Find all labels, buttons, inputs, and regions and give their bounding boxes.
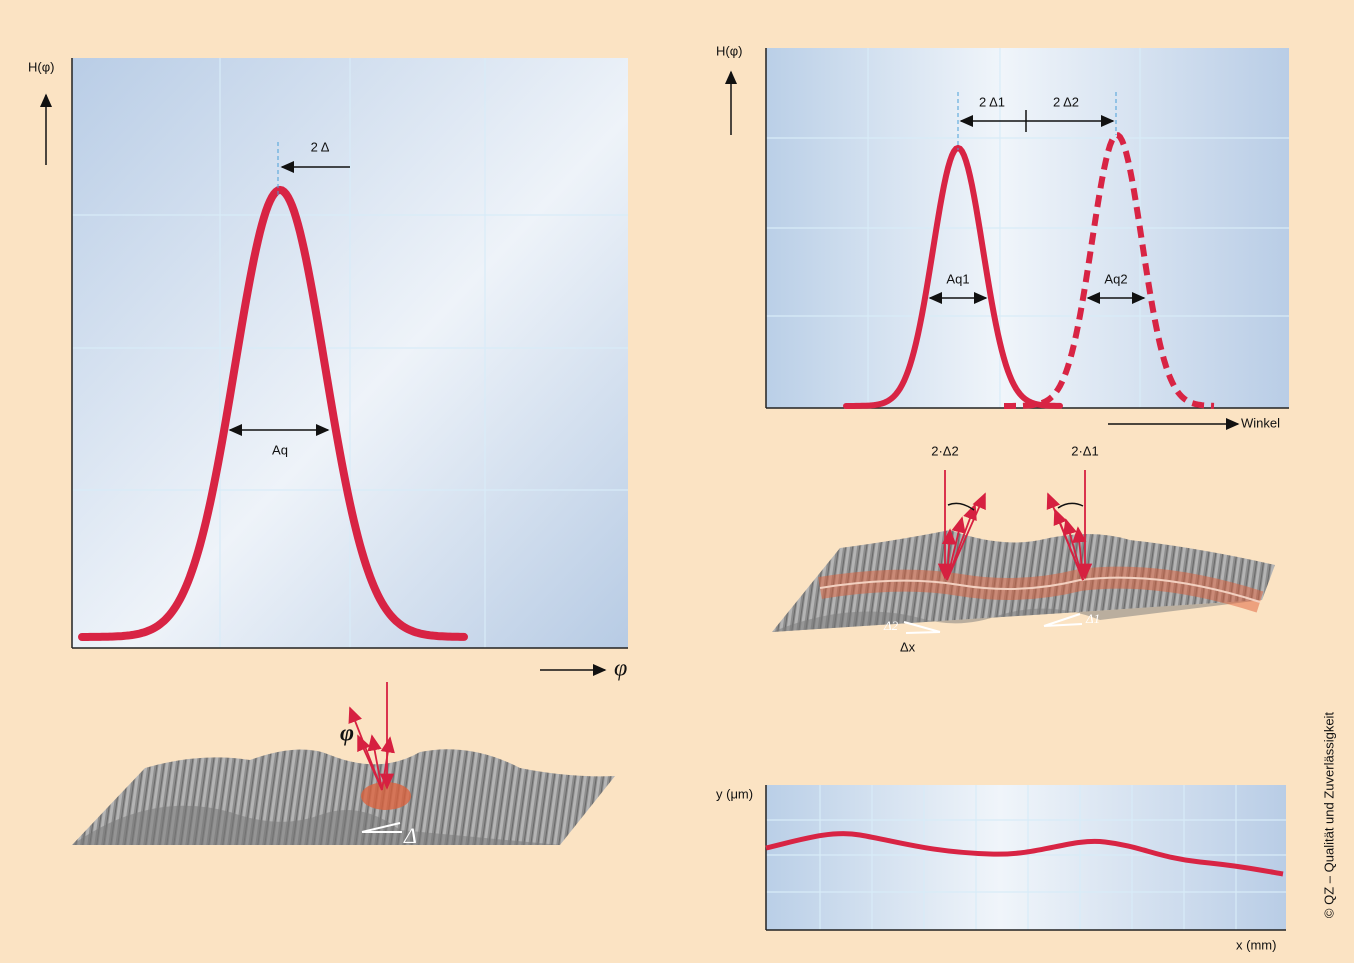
angle-arc (1057, 502, 1084, 509)
reflected-ray (380, 736, 395, 791)
profile-line (819, 576, 1261, 603)
tilt-label: Δ (403, 823, 417, 848)
reflected-ray (1062, 518, 1084, 581)
profile-chart: y (μm) x (mm) (716, 785, 1286, 952)
width-label: Aq (272, 442, 288, 457)
shift-label: 2 Δ1 (979, 94, 1005, 109)
angle-label: 2·Δ2 (931, 443, 958, 458)
width-label: Aq1 (946, 271, 969, 286)
grid (766, 785, 1286, 930)
reflected-ray (946, 503, 977, 581)
reflected-ray (1053, 508, 1084, 581)
left-chart: 2 Δ Aq H(φ) φ (28, 58, 628, 682)
x-axis-label: φ (614, 656, 627, 682)
tilt-label: Δ1 (1085, 611, 1100, 626)
shift-label: 2 Δ (311, 139, 330, 154)
angle-label: φ (340, 721, 354, 747)
width-label: Aq2 (1104, 271, 1127, 286)
spacing-label: Δx (900, 639, 916, 654)
plot-area (766, 785, 1286, 930)
distribution-curve (843, 144, 1063, 409)
reflected-ray (946, 492, 986, 581)
light-spot (361, 782, 411, 810)
profile-curve (765, 831, 1284, 877)
tilt-marker (903, 621, 941, 634)
y-axis-label: y (μm) (716, 786, 753, 801)
surface-shadow (772, 600, 1262, 632)
x-axis-label: Winkel (1241, 415, 1280, 430)
reflected-ray (357, 734, 383, 791)
tilt-label: Δ2 (883, 618, 899, 633)
tilt-marker (361, 822, 402, 833)
reflected-ray (941, 528, 957, 581)
shift-label: 2 Δ2 (1053, 94, 1079, 109)
reflected-ray (1072, 526, 1087, 581)
left-surface: φ Δ (72, 682, 615, 848)
right-surface: 2·Δ2 2·Δ1 Δ2 Δ1 Δx (772, 443, 1275, 654)
x-axis-label: x (mm) (1236, 937, 1276, 952)
reflected-ray (946, 516, 966, 581)
distribution-curve (78, 185, 468, 641)
reflected-ray (367, 734, 383, 791)
y-axis-label: H(φ) (28, 59, 54, 74)
tilt-marker (1043, 613, 1083, 627)
right-chart: 2 Δ1 2 Δ2 Aq1 Aq2 H(φ) Winkel (716, 43, 1289, 430)
angle-label: 2·Δ1 (1071, 443, 1098, 458)
surface-shadow (72, 805, 560, 845)
credit: © QZ – Qualität und Zuverlässigkeit (1321, 712, 1336, 918)
angle-arc (947, 502, 975, 511)
y-axis-label: H(φ) (716, 43, 742, 58)
distribution-curve-dashed (1004, 132, 1215, 409)
